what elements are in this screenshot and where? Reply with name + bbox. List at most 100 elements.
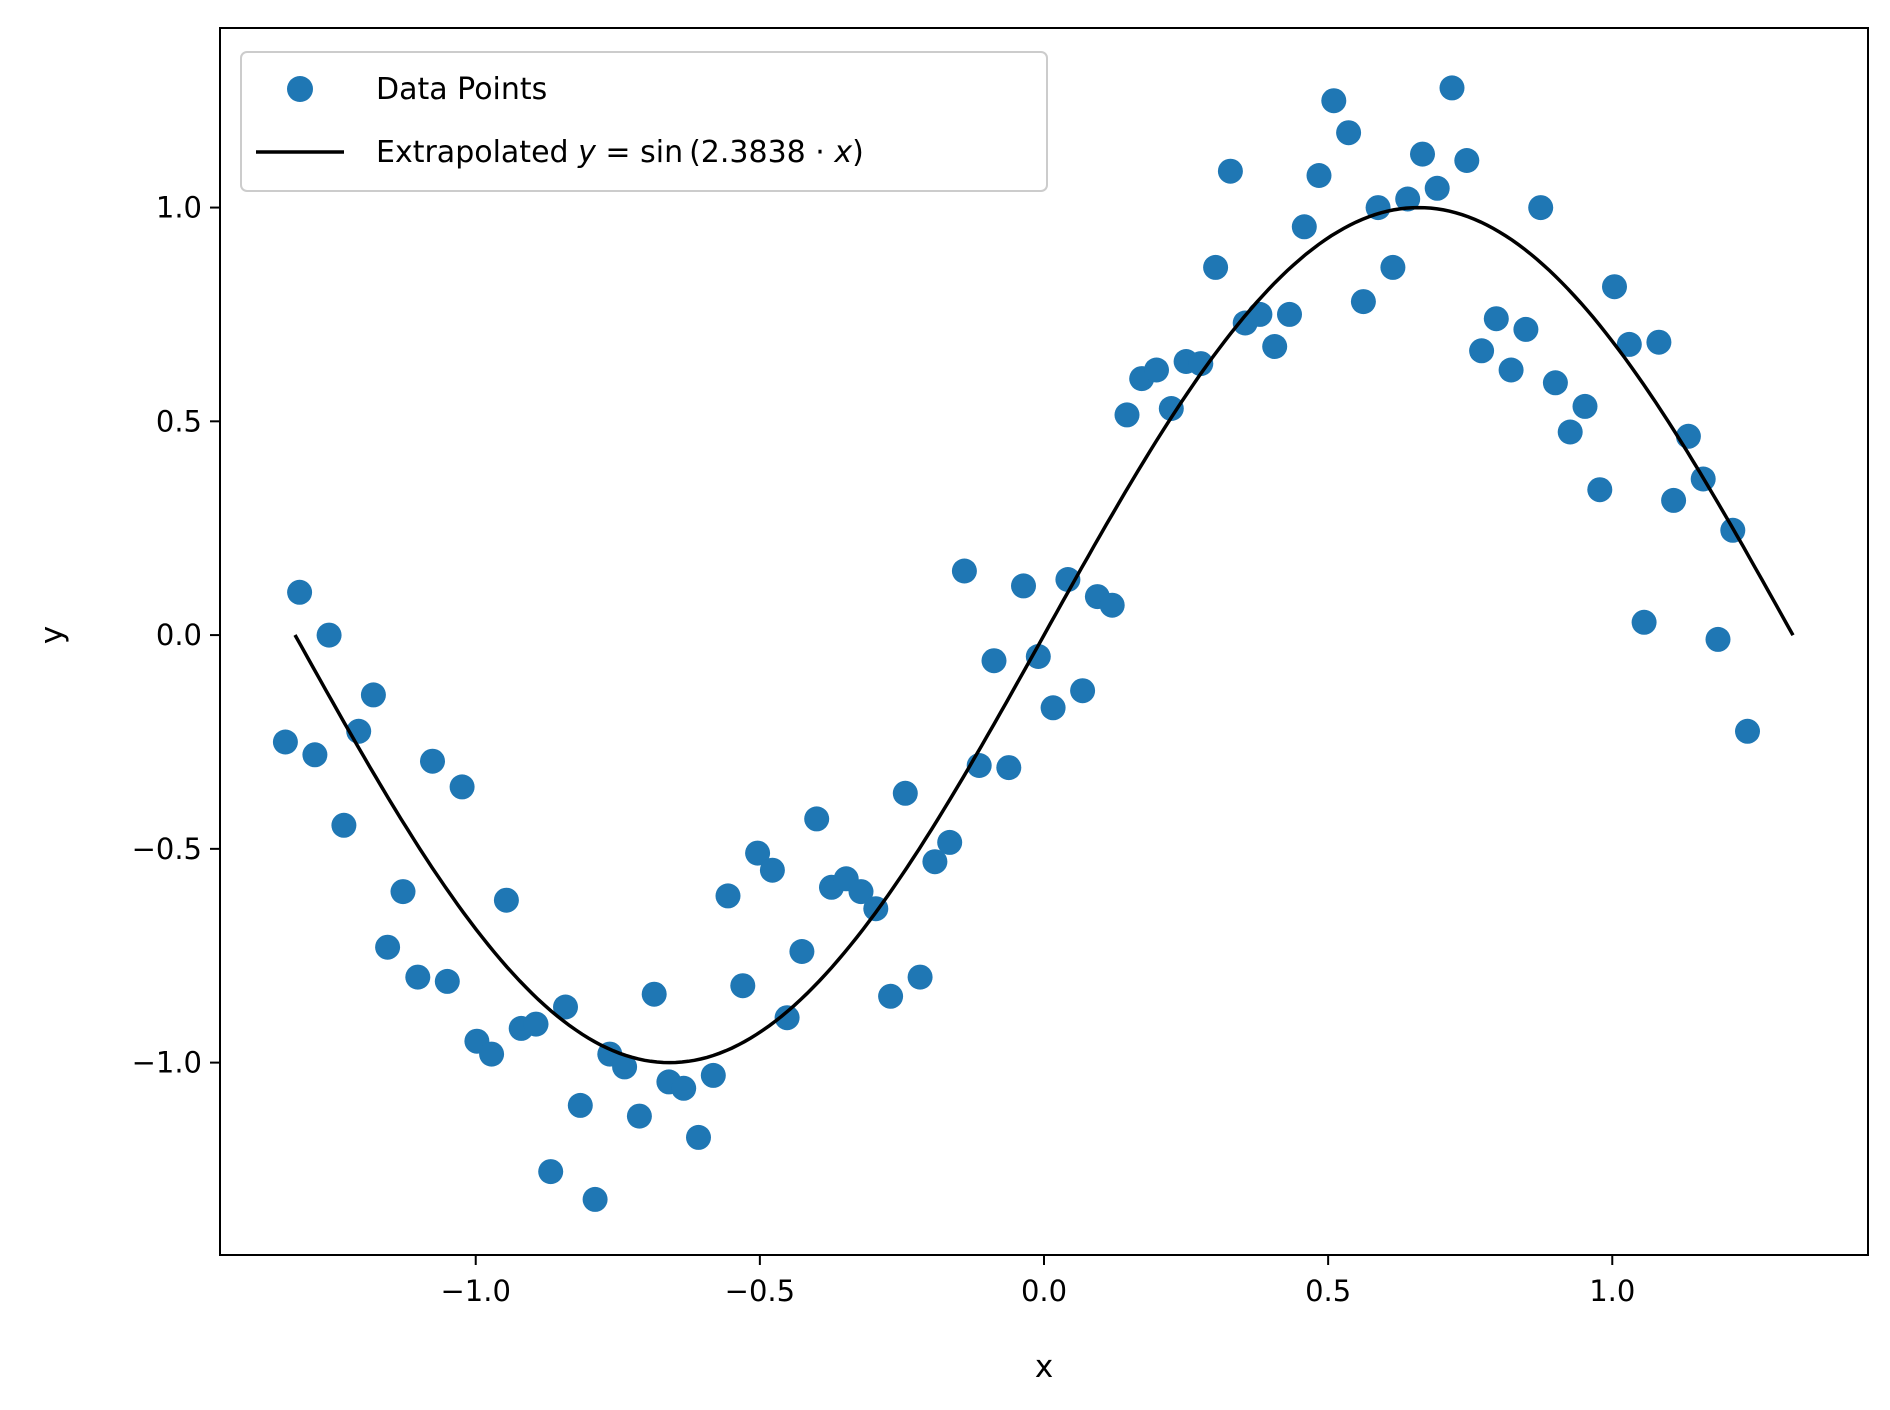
data-point bbox=[1040, 695, 1066, 721]
x-axis-label: x bbox=[1035, 1349, 1053, 1385]
data-point bbox=[1439, 75, 1465, 101]
data-point bbox=[1055, 567, 1081, 592]
data-point bbox=[951, 558, 977, 584]
data-point bbox=[1321, 88, 1347, 114]
data-point bbox=[641, 981, 667, 1007]
data-point bbox=[272, 729, 298, 755]
legend-scatter-marker bbox=[287, 76, 313, 102]
data-point bbox=[582, 1186, 608, 1212]
data-point bbox=[1350, 289, 1376, 315]
data-point bbox=[774, 1005, 800, 1031]
data-point bbox=[302, 742, 328, 768]
data-point bbox=[1306, 163, 1332, 188]
x-tick-label: −1.0 bbox=[441, 1274, 511, 1308]
data-point bbox=[420, 748, 445, 774]
y-tick-label: 1.0 bbox=[156, 191, 202, 225]
legend-line-math-lhs: y bbox=[577, 135, 597, 170]
data-point bbox=[1454, 148, 1480, 173]
data-point bbox=[804, 806, 830, 832]
data-point bbox=[390, 879, 416, 905]
x-tick-label: −0.5 bbox=[725, 1274, 795, 1308]
data-point bbox=[434, 968, 460, 994]
data-point bbox=[1291, 214, 1317, 240]
data-point bbox=[1735, 718, 1760, 744]
data-point bbox=[1114, 402, 1140, 428]
data-point bbox=[1469, 338, 1495, 364]
data-point bbox=[892, 780, 918, 806]
data-point bbox=[612, 1054, 638, 1080]
data-point bbox=[1099, 592, 1125, 618]
y-axis-label: y bbox=[34, 626, 70, 644]
data-point bbox=[700, 1062, 726, 1088]
data-point bbox=[1336, 120, 1362, 146]
data-point bbox=[1542, 370, 1568, 396]
data-point bbox=[937, 829, 963, 855]
data-point bbox=[1557, 419, 1583, 445]
data-point bbox=[1661, 487, 1687, 513]
data-point bbox=[1631, 609, 1657, 635]
data-point bbox=[1572, 393, 1598, 419]
data-point bbox=[745, 840, 771, 866]
data-point bbox=[1646, 329, 1672, 355]
data-point bbox=[730, 973, 756, 999]
data-point bbox=[715, 883, 741, 909]
data-point bbox=[1070, 678, 1096, 704]
data-point bbox=[996, 755, 1022, 781]
data-point bbox=[878, 983, 904, 1009]
data-point bbox=[375, 934, 401, 960]
legend-line-prefix: Extrapolated bbox=[376, 135, 569, 170]
legend: Data Points Extrapolated y = sin (2.3838… bbox=[240, 51, 1048, 192]
data-point bbox=[1705, 626, 1731, 652]
data-point bbox=[1025, 644, 1051, 669]
data-point bbox=[1188, 351, 1214, 377]
data-point bbox=[1380, 254, 1406, 280]
data-point bbox=[1602, 274, 1627, 300]
data-point bbox=[848, 879, 874, 905]
data-point bbox=[538, 1159, 564, 1185]
data-point bbox=[907, 964, 933, 990]
data-point bbox=[1410, 141, 1435, 167]
data-point bbox=[759, 857, 785, 883]
y-tick-label: 0.0 bbox=[156, 618, 202, 652]
data-point bbox=[1203, 254, 1229, 280]
data-point bbox=[567, 1092, 593, 1118]
data-point bbox=[1395, 186, 1421, 212]
legend-line-math-eq: = sin (2.3838 · bbox=[596, 135, 834, 170]
data-point bbox=[1498, 357, 1524, 383]
data-point bbox=[671, 1075, 697, 1101]
y-tick-label: −0.5 bbox=[132, 832, 202, 866]
data-point bbox=[1424, 175, 1450, 201]
data-point bbox=[1158, 396, 1184, 421]
data-point bbox=[1365, 195, 1391, 221]
data-point bbox=[1277, 301, 1302, 327]
data-point bbox=[1247, 301, 1273, 327]
data-point bbox=[523, 1011, 549, 1037]
legend-line-math-close: ) bbox=[852, 135, 864, 170]
axes-layer: −1.0 −0.5 0.0 0.5 1.0 −1.0 −0.5 0.0 0.5 1.0 bbox=[132, 27, 1869, 1308]
data-point bbox=[922, 849, 948, 875]
data-point bbox=[1528, 195, 1554, 221]
data-point bbox=[479, 1041, 505, 1067]
legend-line-label: Extrapolated y = sin (2.3838 · x) bbox=[376, 135, 864, 170]
data-point bbox=[331, 812, 357, 838]
data-point bbox=[1616, 331, 1642, 357]
data-point bbox=[493, 887, 519, 913]
data-point bbox=[686, 1124, 711, 1150]
legend-scatter-label: Data Points bbox=[376, 72, 547, 107]
data-point bbox=[287, 579, 313, 605]
data-point bbox=[981, 648, 1007, 674]
marks-layer bbox=[272, 75, 1795, 1212]
data-point bbox=[1217, 158, 1243, 184]
data-point bbox=[405, 964, 431, 990]
x-tick-label: 1.0 bbox=[1589, 1274, 1635, 1308]
data-point bbox=[1262, 334, 1288, 359]
data-point bbox=[449, 774, 475, 800]
data-point bbox=[553, 994, 578, 1020]
legend-line-math-var: x bbox=[833, 135, 852, 170]
data-point bbox=[360, 682, 386, 708]
data-point bbox=[1513, 316, 1539, 342]
data-point bbox=[789, 939, 815, 964]
data-point bbox=[626, 1103, 652, 1129]
